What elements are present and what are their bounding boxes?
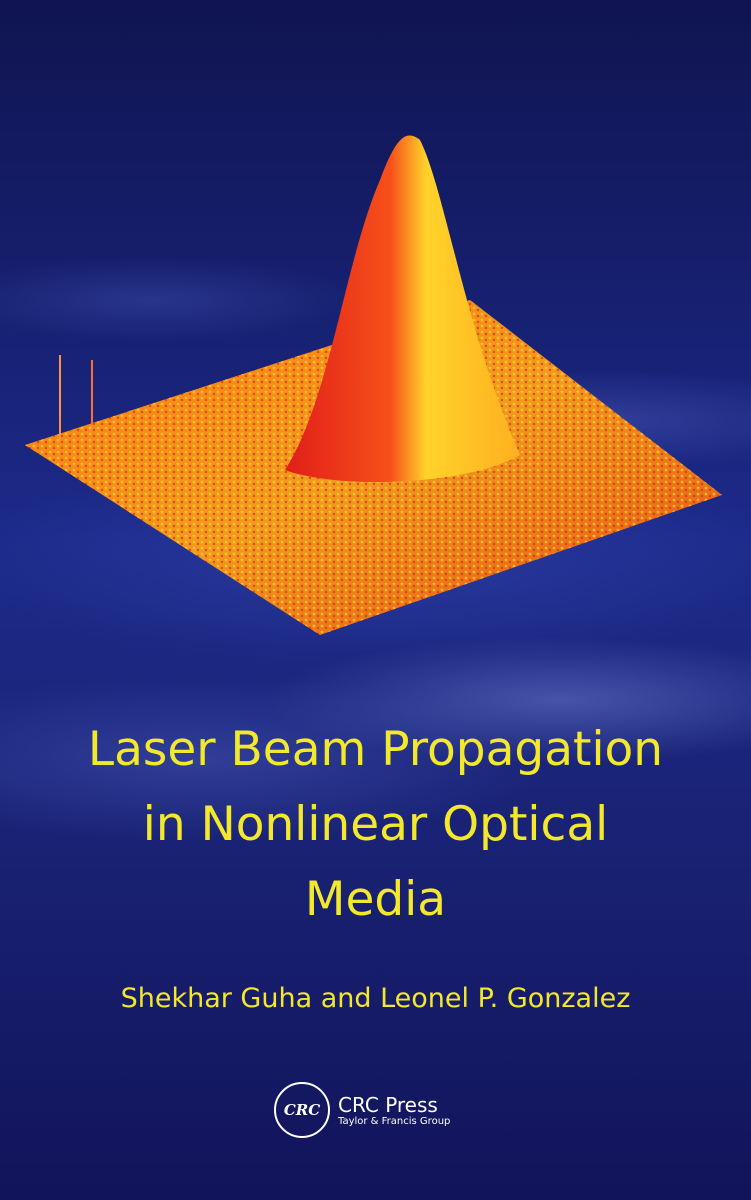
beam-peak bbox=[285, 135, 520, 483]
publisher-name: CRC Press bbox=[338, 1092, 438, 1117]
publisher-logo: CRC CRC Press Taylor & Francis Group bbox=[274, 1082, 450, 1138]
title-line: Laser Beam Propagation bbox=[87, 722, 664, 777]
title-line: Media bbox=[304, 872, 447, 927]
beam-profile-illustration bbox=[25, 135, 722, 635]
publisher-group: Taylor & Francis Group bbox=[338, 1115, 451, 1127]
book-title: Laser Beam Propagation in Nonlinear Opti… bbox=[0, 712, 751, 937]
crc-logo-icon: CRC bbox=[274, 1082, 330, 1138]
book-authors: Shekhar Guha and Leonel P. Gonzalez bbox=[120, 983, 631, 1014]
title-line: in Nonlinear Optical bbox=[142, 797, 609, 852]
